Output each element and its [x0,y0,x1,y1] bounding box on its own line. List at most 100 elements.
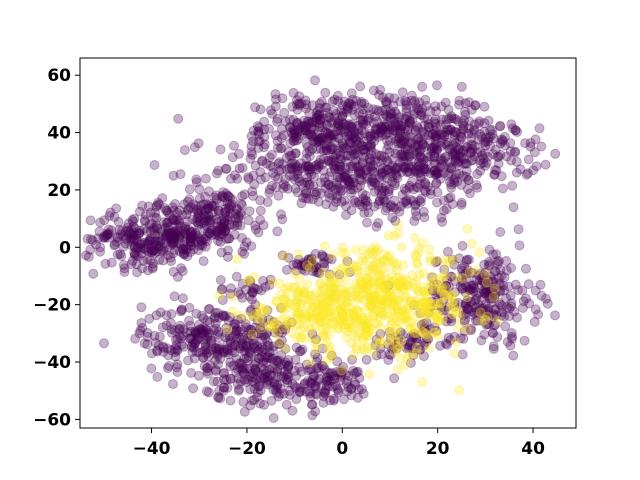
scatter-point [247,329,258,340]
scatter-point [463,128,474,139]
scatter-point [461,324,472,334]
scatter-point [213,206,224,216]
scatter-point [452,157,463,168]
scatter-point [311,113,322,124]
scatter-point [243,174,254,184]
scatter-point [291,371,302,381]
scatter-point [489,169,500,180]
scatter-point [368,176,379,187]
scatter-point [448,149,459,160]
scatter-point [453,144,464,155]
scatter-point [483,115,494,126]
scatter-point [368,118,379,129]
scatter-point [276,124,287,135]
scatter-point [278,130,289,141]
scatter-point [279,107,290,118]
scatter-point [349,149,360,160]
scatter-point [247,149,258,160]
scatter-point [394,133,405,144]
scatter-point [390,164,401,175]
scatter-point [254,302,265,313]
scatter-point [322,107,333,118]
scatter-point [375,127,385,138]
scatter-point [357,117,368,128]
scatter-point [462,184,473,194]
scatter-point [221,163,232,174]
scatter-point [441,204,452,214]
scatter-point [349,132,360,143]
scatter-point [307,117,318,128]
scatter-point [339,195,350,206]
scatter-point [135,325,146,336]
scatter-point [355,81,366,92]
scatter-point [321,102,332,113]
scatter-point [393,278,403,289]
scatter-point [289,128,300,139]
scatter-point [419,127,429,138]
scatter-point [315,143,326,154]
scatter-point [355,166,366,177]
scatter-point [466,139,477,150]
scatter-point [229,170,240,181]
scatter-point [383,140,394,151]
scatter-point [369,186,380,197]
scatter-point [253,126,264,137]
scatter-point [168,379,178,390]
scatter-point [277,159,288,169]
scatter-point [397,151,408,162]
scatter-point [377,168,388,179]
scatter-point [95,217,106,228]
scatter-point [425,185,436,196]
scatter-point [466,128,477,139]
scatter-point [384,147,395,158]
scatter-point [280,174,291,185]
scatter-point [309,134,320,145]
scatter-point [500,140,510,151]
scatter-point [332,90,343,101]
scatter-point [410,99,421,110]
scatter-point [495,227,506,237]
scatter-point [287,164,298,175]
scatter-point [301,121,312,132]
scatter-point [352,162,362,173]
scatter-point [364,153,375,164]
scatter-point [292,119,303,130]
scatter-point [284,163,295,174]
scatter-point [389,125,399,135]
scatter-point [352,121,363,131]
scatter-point [458,170,469,181]
scatter-point [293,126,304,137]
scatter-point [511,156,522,167]
scatter-point [399,183,410,194]
scatter-point [405,168,416,178]
scatter-point [415,197,426,208]
scatter-point [450,126,461,137]
scatter-point [409,109,420,119]
scatter-point [386,269,397,279]
scatter-point [348,173,359,184]
scatter-point [401,111,412,122]
scatter-point [458,124,469,135]
scatter-point [415,150,426,161]
scatter-point [213,332,224,343]
scatter-point [440,127,451,138]
scatter-point [509,146,520,157]
scatter-point [308,194,318,205]
scatter-point [435,154,446,165]
scatter-point [307,100,318,111]
y-tick-label: 60 [47,66,71,86]
scatter-point [243,275,254,286]
scatter-point [327,250,338,260]
scatter-point [306,123,317,134]
scatter-point [341,201,351,212]
scatter-point [458,146,469,156]
scatter-point [407,176,417,187]
scatter-point [490,164,501,175]
scatter-point [397,87,408,98]
scatter-point [349,128,360,139]
scatter-point [422,156,432,167]
scatter-point [358,244,369,255]
scatter-point [414,152,425,163]
scatter-point [232,254,243,264]
scatter-point [456,197,467,208]
